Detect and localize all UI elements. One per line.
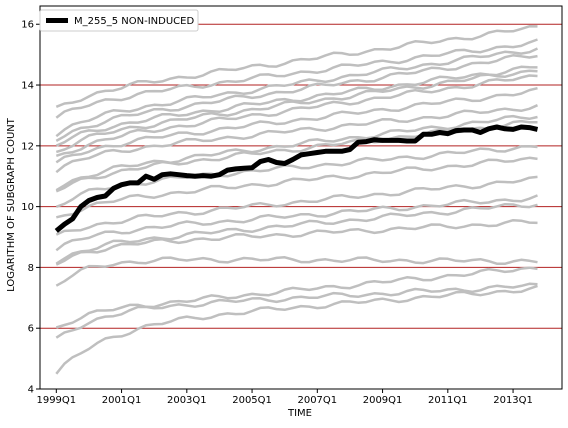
background-series-line (55, 38, 538, 119)
background-series-line (55, 284, 538, 375)
y-tick-label: 12 (21, 141, 34, 152)
x-tick-label: 2003Q1 (167, 395, 207, 406)
background-series-line (55, 47, 539, 138)
background-series-line (55, 65, 538, 147)
y-axis: 4 6 8 10 12 14 16 (21, 20, 40, 396)
x-axis-label: TIME (287, 408, 312, 419)
y-tick-label: 16 (21, 20, 34, 31)
y-tick-label: 10 (21, 202, 34, 213)
background-series-line (55, 194, 538, 252)
y-tick-label: 6 (28, 324, 34, 335)
background-series-line (55, 86, 538, 164)
x-tick-label: 2001Q1 (102, 395, 142, 406)
background-series-line (55, 25, 538, 108)
background-series-line (55, 74, 538, 157)
plot-frame (39, 5, 563, 390)
x-tick-label: 2009Q1 (363, 395, 403, 406)
highlight-series-line (54, 124, 539, 233)
legend: M_255_5 NON-INDUCED (39, 9, 199, 32)
x-tick-label: 2013Q1 (493, 395, 533, 406)
background-series-line (55, 54, 538, 142)
background-series-line (55, 218, 538, 266)
y-tick-label: 8 (28, 263, 34, 274)
legend-box (39, 9, 199, 32)
background-series-line (55, 69, 538, 154)
background-series-line (55, 256, 538, 287)
background-series-line (55, 114, 538, 192)
y-axis-label: LOGARITHM OF SUBGRAPH COUNT (6, 117, 17, 292)
x-axis: 1999Q1 2001Q1 2003Q1 2005Q1 2007Q1 2009Q1 2011… (36, 389, 533, 406)
background-series-line (55, 175, 538, 236)
background-series-line (55, 104, 539, 174)
background-series-line (56, 156, 538, 219)
background-series-line (55, 282, 538, 339)
legend-label: M_255_5 NON-INDUCED (74, 16, 194, 27)
highlight-series-layer (54, 124, 539, 233)
background-series-line (55, 266, 538, 329)
x-tick-label: 2011Q1 (428, 395, 468, 406)
y-tick-label: 4 (28, 385, 34, 396)
x-tick-label: 2007Q1 (297, 395, 337, 406)
y-tick-label: 14 (21, 81, 34, 92)
background-series-layer (55, 25, 539, 375)
x-tick-label: 1999Q1 (36, 395, 76, 406)
x-tick-label: 2005Q1 (232, 395, 272, 406)
background-series-line (55, 202, 538, 265)
